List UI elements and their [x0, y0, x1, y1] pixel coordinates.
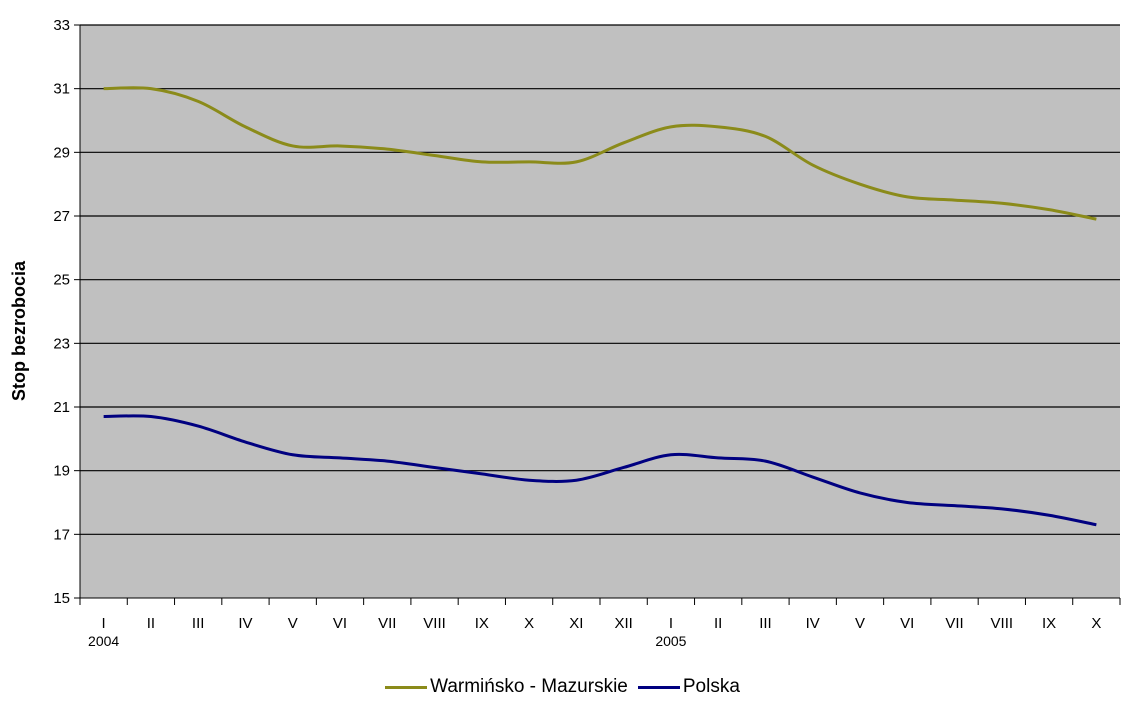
- y-tick-label: 15: [53, 590, 70, 607]
- x-tick-label: VII: [378, 615, 396, 632]
- x-tick-label: III: [759, 615, 772, 632]
- legend-item-warminsko-mazurskie: Warmińsko - Mazurskie: [385, 676, 628, 698]
- x-tick-label: I: [102, 615, 106, 632]
- legend-label-polska: Polska: [682, 676, 740, 697]
- y-tick-label: 31: [53, 81, 70, 98]
- y-tick-label: 17: [53, 526, 70, 543]
- y-tick-label: 33: [53, 17, 70, 34]
- legend: Warmińsko - Mazurskie Polska: [0, 676, 1125, 698]
- x-tick-label: VIII: [991, 615, 1014, 632]
- x-tick-label: VI: [900, 615, 914, 632]
- plot-area: [80, 25, 1120, 598]
- y-tick-label: 29: [53, 144, 70, 161]
- y-axis-title: Stop bezrobocia: [9, 260, 29, 401]
- x-tick-label: I: [669, 615, 673, 632]
- y-tick-label: 25: [53, 272, 70, 289]
- legend-swatch-polska: [637, 685, 680, 689]
- y-tick-label: 21: [53, 399, 70, 416]
- x-tick-label: IV: [238, 615, 252, 632]
- series-line-warmi-sko-mazurskie: [103, 86, 1097, 221]
- x-tick-label: V: [288, 615, 298, 632]
- x-year-label: 2005: [655, 633, 686, 649]
- y-tick-label: 19: [53, 463, 70, 480]
- legend-item-polska: Polska: [637, 676, 740, 698]
- x-tick-label: II: [147, 615, 155, 632]
- x-tick-label: XI: [569, 615, 583, 632]
- x-tick-label: IX: [475, 615, 489, 632]
- y-tick-label: 23: [53, 335, 70, 352]
- series-line-polska: [103, 414, 1097, 527]
- x-tick-label: XII: [614, 615, 632, 632]
- x-year-label: 2004: [88, 633, 119, 649]
- x-tick-label: III: [192, 615, 205, 632]
- x-tick-label: X: [1091, 615, 1101, 632]
- x-tick-label: VIII: [423, 615, 446, 632]
- legend-swatch-warminsko-mazurskie: [385, 685, 428, 689]
- x-tick-label: IX: [1042, 615, 1056, 632]
- x-tick-label: IV: [806, 615, 820, 632]
- y-tick-label: 27: [53, 208, 70, 225]
- x-tick-label: II: [714, 615, 722, 632]
- x-tick-label: X: [524, 615, 534, 632]
- legend-label-warminsko-mazurskie: Warmińsko - Mazurskie: [430, 676, 628, 697]
- x-tick-label: VII: [945, 615, 963, 632]
- x-tick-label: VI: [333, 615, 347, 632]
- x-tick-label: V: [855, 615, 865, 632]
